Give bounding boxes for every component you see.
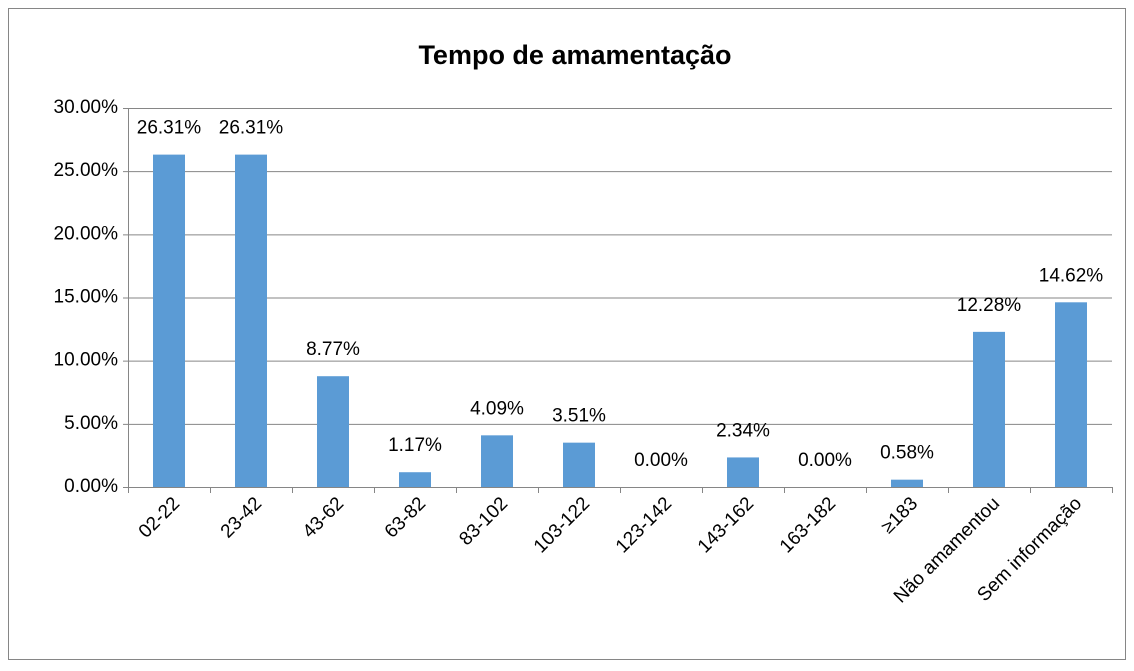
data-label: 0.00%	[634, 450, 688, 471]
data-label: 8.77%	[306, 339, 360, 360]
bar	[891, 479, 923, 487]
bar	[153, 154, 185, 487]
data-label: 2.34%	[716, 420, 770, 441]
y-tick-label: 10.00%	[54, 350, 119, 371]
bar	[235, 154, 267, 487]
data-label: 14.62%	[1039, 265, 1104, 286]
bar	[727, 457, 759, 487]
data-label: 3.51%	[552, 406, 606, 427]
bar	[1055, 302, 1087, 487]
y-tick-label: 25.00%	[54, 160, 119, 181]
data-label: 1.17%	[388, 435, 442, 456]
data-label: 0.58%	[880, 443, 934, 464]
chart-title: Tempo de amamentação	[418, 40, 731, 70]
y-tick-label: 5.00%	[64, 413, 118, 434]
y-tick-label: 15.00%	[54, 287, 119, 308]
data-label: 4.09%	[470, 398, 524, 419]
data-label: 26.31%	[137, 118, 202, 139]
data-label: 26.31%	[219, 118, 284, 139]
bar	[399, 472, 431, 487]
y-tick-label: 20.00%	[54, 223, 119, 244]
bar	[973, 331, 1005, 487]
bar	[481, 435, 513, 487]
y-tick-label: 0.00%	[64, 476, 118, 497]
data-label: 0.00%	[798, 450, 852, 471]
y-tick-label: 30.00%	[54, 97, 119, 118]
bar	[563, 442, 595, 487]
bar	[317, 376, 349, 487]
data-label: 12.28%	[957, 295, 1022, 316]
chart-border	[8, 8, 1126, 660]
